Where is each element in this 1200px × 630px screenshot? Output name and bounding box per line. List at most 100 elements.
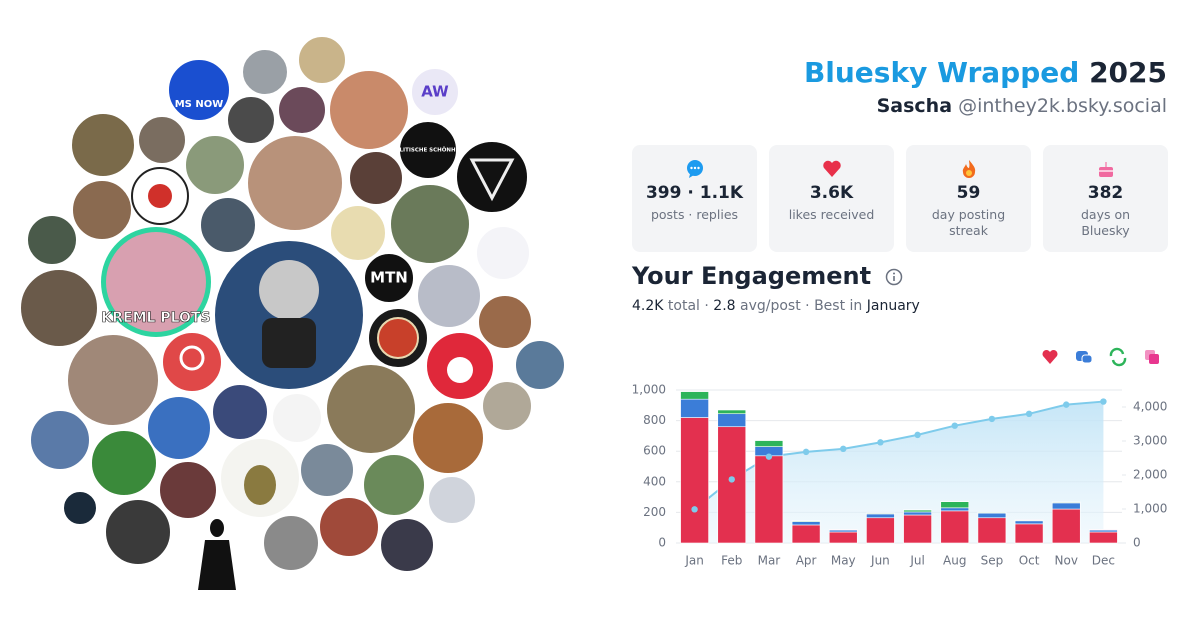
bar-segment [754,440,784,447]
avatar-silhouette [198,518,236,590]
avatar [70,112,136,178]
y-tick-label: 800 [643,413,666,427]
bar-segment [940,501,970,509]
avatar-collage: MS NOW AW POLITISCHE SCHÖNHEIT KREML PLO… [19,35,566,590]
avatar [167,58,231,122]
user-handle: @inthey2k.bsky.social [958,95,1167,117]
bar-segment [903,511,932,516]
title-text: Bluesky Wrapped [803,56,1080,89]
line-point [765,453,773,460]
x-tick-label: Aug [943,554,966,568]
info-icon[interactable] [885,268,903,286]
line-point [914,431,921,439]
legend-icon [1042,349,1058,364]
summary-total: 4.2K [632,298,664,314]
line-point [1063,401,1070,408]
legend-icon [1081,354,1093,364]
avatar-logo [377,317,419,359]
avatar [475,225,531,281]
bar-segment [717,409,747,415]
x-tick-label: Mar [758,554,781,568]
line-point [988,415,996,423]
stat-card: 399 · 1.1K posts · replies [632,145,757,252]
summary-separator: · [704,298,709,314]
avatar [477,294,533,350]
bar-segment [791,524,821,544]
x-tick-label: Dec [1092,554,1115,568]
bar-segment [866,517,895,544]
x-tick-label: Oct [1019,554,1040,568]
avatar-text: MS NOW [175,99,224,110]
title: Bluesky Wrapped 2025 [804,56,1167,89]
avatar-logo [148,184,172,208]
stat-icon [822,160,841,177]
x-tick-label: May [831,554,856,568]
avatar [277,85,327,135]
summary-best: January [866,298,920,314]
avatar [71,179,133,241]
x-tick-label: Jan [684,554,704,568]
x-tick-label: Apr [796,554,817,568]
y-tick-label: 600 [643,444,666,458]
avatar-logo [179,345,205,371]
y2-tick-label: 4,000 [1133,400,1167,414]
avatar-text: AW [421,83,449,101]
avatar [241,48,289,96]
avatar [29,409,91,471]
avatar [226,95,276,145]
bar-segment [1014,523,1044,544]
avatar [271,392,323,444]
bar-segment [1089,531,1118,544]
x-tick-label: Nov [1055,554,1078,568]
line-point [802,448,810,456]
avatar [184,134,246,196]
avatar [26,214,78,266]
line-point [877,439,884,446]
avatar [348,150,404,206]
avatar [416,263,482,329]
area [694,401,1104,543]
avatar [297,35,347,85]
bar-segment [1051,508,1081,544]
summary-separator: · [805,298,810,314]
x-tick-label: Feb [721,554,742,568]
summary: 4.2K total · 2.8 avg/post · Best in Janu… [632,298,920,314]
avatar-text: MTN [370,269,408,287]
legend-icon [1149,354,1159,364]
avatar [106,232,206,332]
stat-value: 59 [956,183,981,203]
avatar [211,383,269,441]
stat-icon [1098,162,1113,177]
summary-avg: 2.8 [713,298,736,314]
summary-text: Best in [814,298,863,314]
avatar [146,395,212,461]
avatar [328,69,410,151]
avatar-logo [469,158,515,202]
avatar [158,460,218,520]
avatar [329,204,387,262]
avatar [363,252,415,304]
avatar-figure [244,465,276,505]
stat-value: 399 · 1.1K [645,183,744,203]
stat-label: days on Bluesky [1080,207,1131,238]
legend-icon [1109,347,1127,367]
stat-label: day posting streak [931,207,1006,238]
avatar [379,517,435,573]
user-name: Sascha [876,95,953,117]
avatar [104,498,172,566]
avatar [427,475,477,525]
avatar [262,514,320,572]
avatar [19,268,99,348]
bar-segment [791,521,821,526]
engagement-chart: 0 200 400 600 800 1,000 0 1,000 2,000 3,000 4,000 J… [632,347,1167,568]
x-tick-label: Jun [870,554,890,568]
title-year: 2025 [1089,56,1167,89]
bar-segment [1014,520,1044,525]
avatar-text: KREML PLOTS [101,310,210,326]
avatar [411,401,485,475]
line-point [1025,410,1033,417]
avatar-figure [259,260,319,320]
bar-segment [940,507,970,512]
bar-segment [1051,502,1081,510]
